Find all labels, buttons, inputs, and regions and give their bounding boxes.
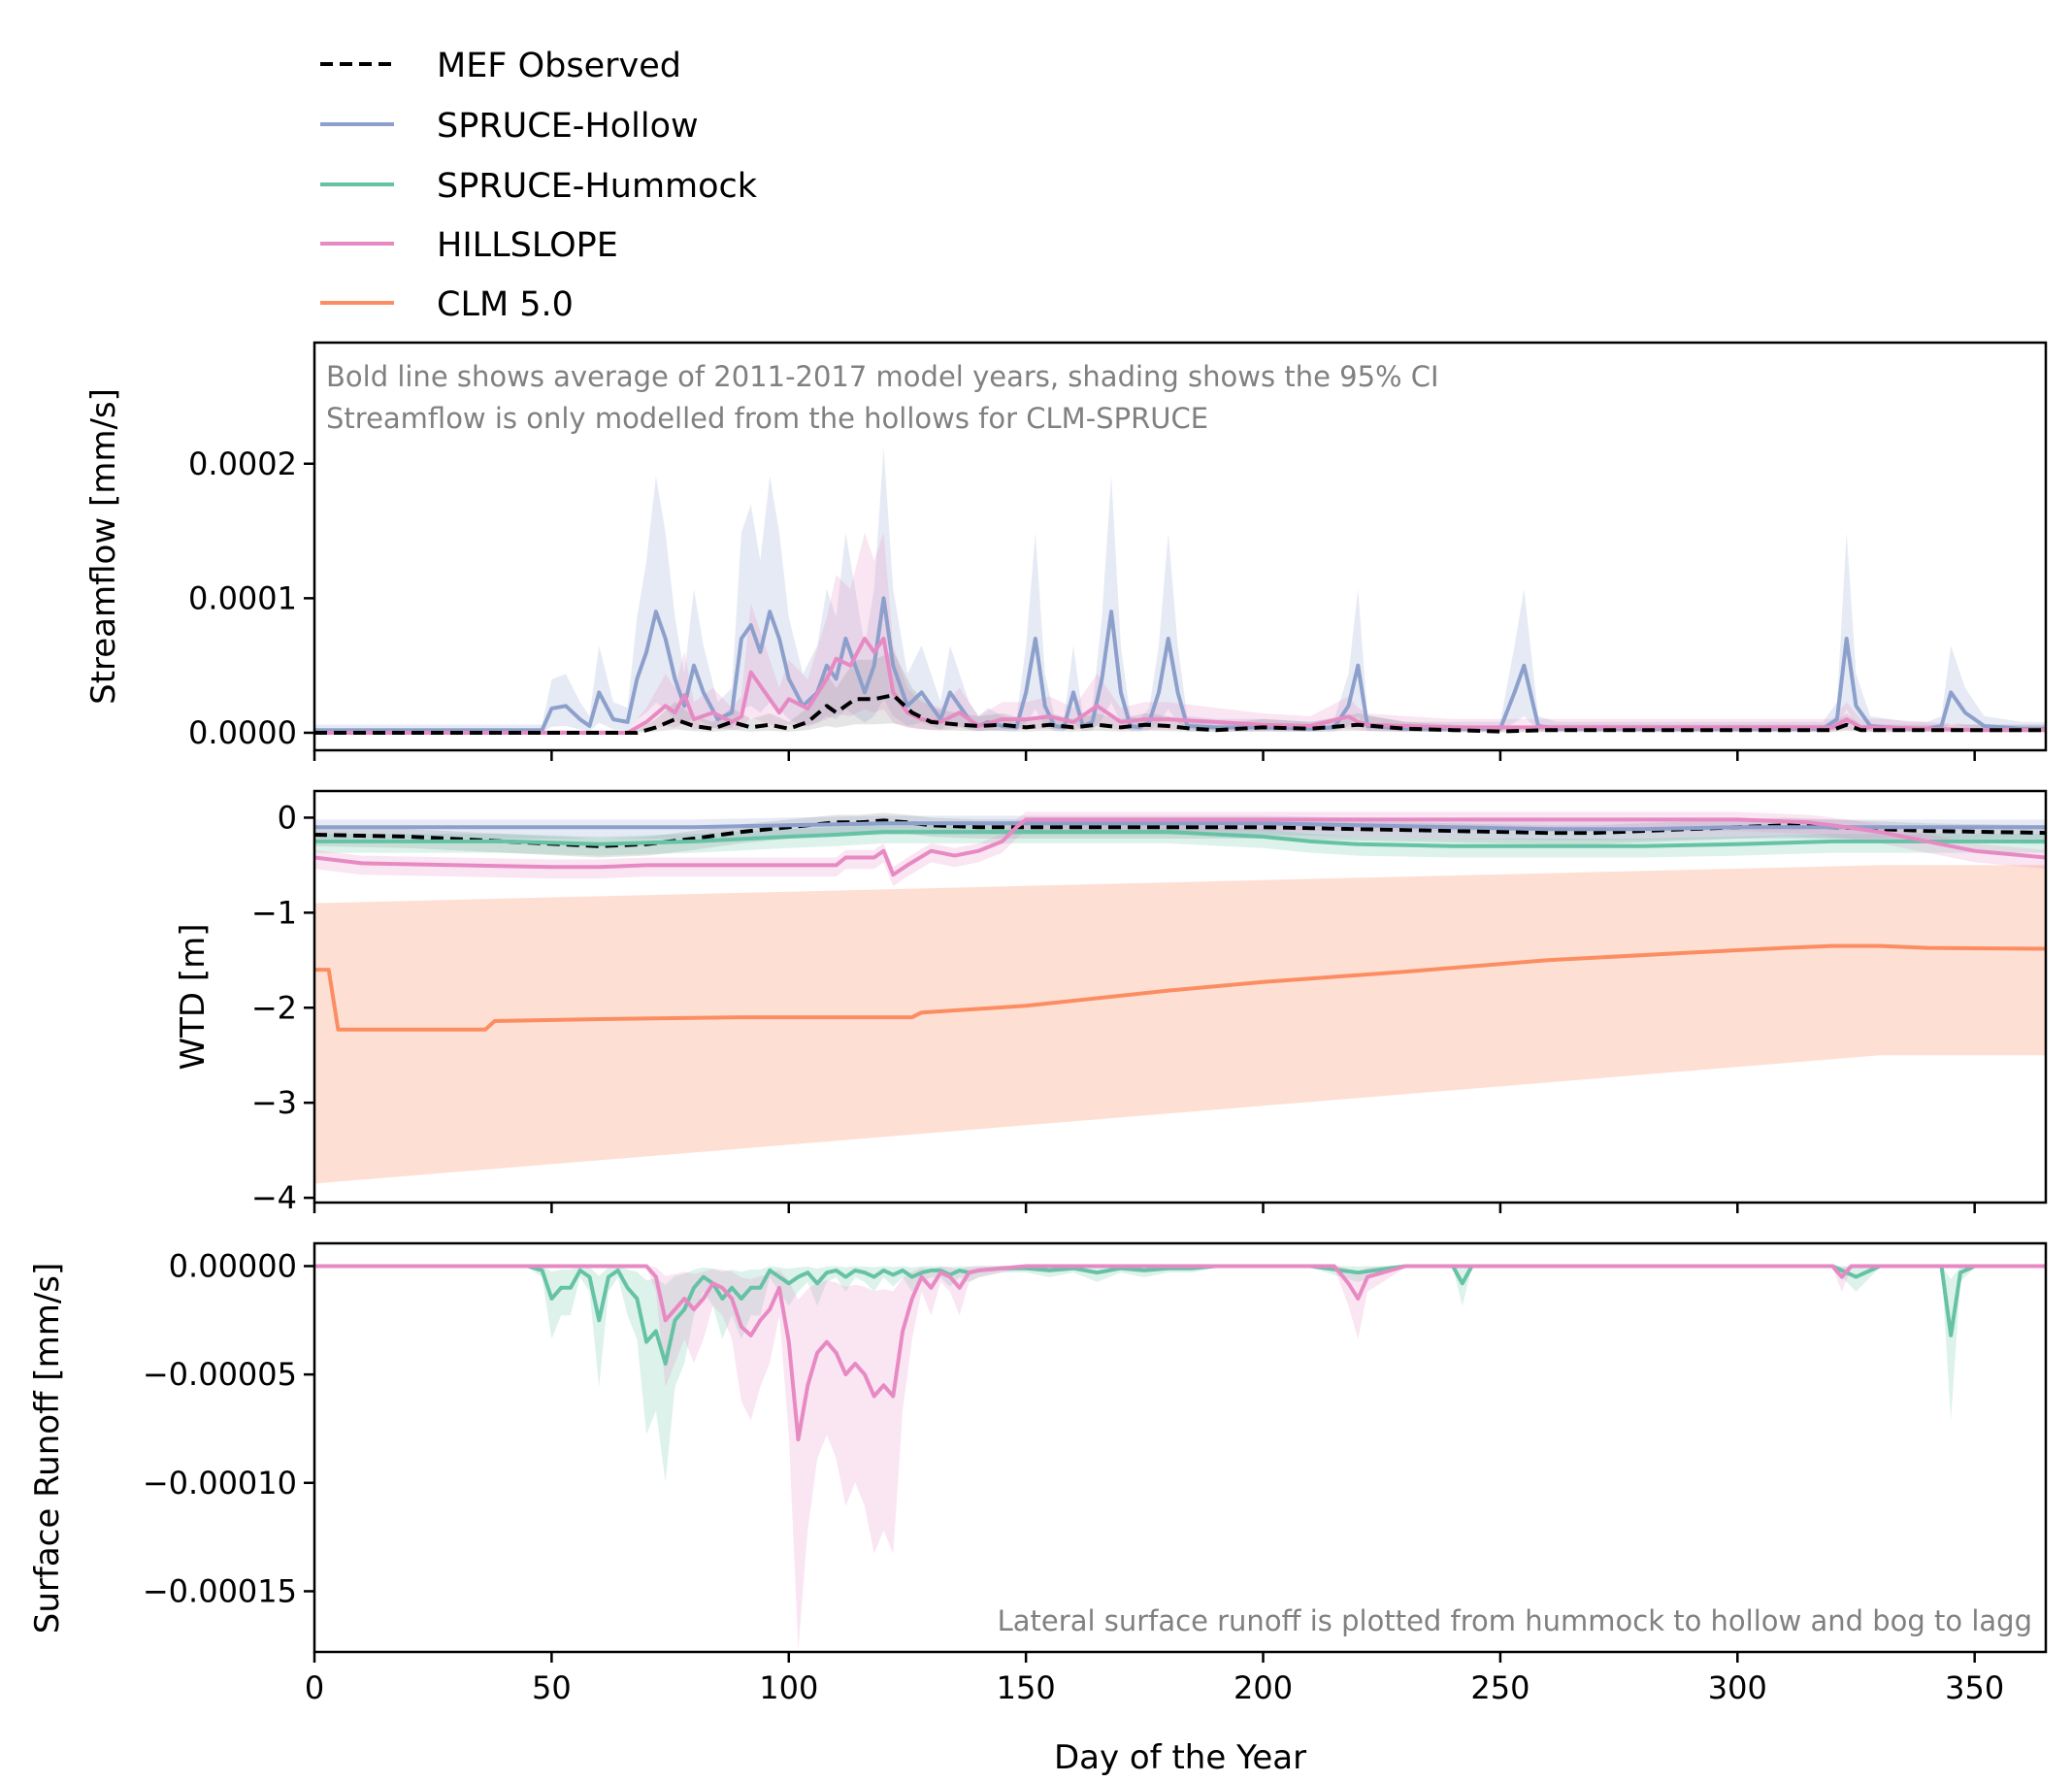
wtd-axis-ticks: 0 −1 −2 −3 −4 bbox=[251, 799, 1976, 1216]
ytick-label: −0.00005 bbox=[143, 1356, 297, 1393]
wtd-frame bbox=[312, 789, 2048, 1204]
wtd-series bbox=[314, 817, 2046, 1032]
xtick-label: 300 bbox=[1708, 1669, 1767, 1706]
series-line-hillslope bbox=[314, 1264, 2046, 1442]
streamflow-panel: 0.0000 0.0001 0.0002 Bold line shows avera… bbox=[84, 341, 2048, 761]
legend-label-hillslope: HILLSLOPE bbox=[437, 226, 618, 265]
xtick-label: 200 bbox=[1233, 1669, 1293, 1706]
streamflow-note-2: Streamflow is only modelled from the hol… bbox=[326, 402, 1208, 435]
series-line-spruce-hummock bbox=[314, 1264, 2046, 1366]
xtick-label: 100 bbox=[759, 1669, 818, 1706]
series-line-spruce-hummock bbox=[314, 830, 2046, 848]
series-line-hillslope bbox=[314, 817, 2046, 877]
wtd-ylabel: WTD [m] bbox=[174, 923, 213, 1070]
ci-band-spruce-hummock bbox=[314, 1265, 2046, 1483]
series-line-spruce-hollow bbox=[314, 821, 2046, 832]
runoff-ylabel: Surface Runoff [mm/s] bbox=[28, 1263, 67, 1634]
ci-band-hillslope bbox=[314, 1265, 2046, 1650]
ci-band-spruce-hollow bbox=[314, 447, 2046, 733]
ytick-label: −2 bbox=[251, 989, 297, 1026]
runoff-series bbox=[314, 1264, 2046, 1442]
ytick-label: −4 bbox=[251, 1179, 297, 1216]
runoff-xlabel: Day of the Year bbox=[1054, 1738, 1306, 1777]
series-line-clm-5-0 bbox=[314, 943, 2046, 1032]
streamflow-axis-ticks: 0.0000 0.0001 0.0002 bbox=[188, 446, 1976, 761]
ytick-label: 0 bbox=[278, 799, 297, 836]
xtick-label: 50 bbox=[532, 1669, 572, 1706]
ytick-label: 0.0000 bbox=[188, 714, 297, 751]
xtick-label: 250 bbox=[1470, 1669, 1529, 1706]
runoff-axis-ticks: 0.00000 −0.00005 −0.00010 −0.00015 0 50 100 150… bbox=[143, 1247, 2004, 1706]
streamflow-ylabel: Streamflow [mm/s] bbox=[84, 388, 123, 705]
legend: MEF Observed SPRUCE-Hollow SPRUCE-Hummoc… bbox=[320, 47, 758, 324]
legend-label-clm50: CLM 5.0 bbox=[437, 285, 574, 324]
xtick-label: 350 bbox=[1945, 1669, 2004, 1706]
wtd-panel: 0 −1 −2 −3 −4 WTD [m] bbox=[174, 789, 2048, 1216]
runoff-note: Lateral surface runoff is plotted from h… bbox=[998, 1604, 2032, 1637]
legend-label-mef-observed: MEF Observed bbox=[437, 47, 681, 85]
runoff-frame bbox=[312, 1241, 2048, 1654]
ci-band-clm-5-0 bbox=[314, 865, 2046, 1184]
legend-label-spruce-hollow: SPRUCE-Hollow bbox=[437, 107, 699, 146]
series-line-hillslope bbox=[314, 637, 2046, 735]
legend-label-spruce-hummock: SPRUCE-Hummock bbox=[437, 167, 758, 206]
streamflow-frame bbox=[312, 341, 2048, 752]
streamflow-note-1: Bold line shows average of 2011-2017 mod… bbox=[326, 360, 1439, 393]
ytick-label: −1 bbox=[251, 894, 297, 931]
runoff-ci-bands bbox=[314, 1265, 2046, 1650]
ytick-label: −3 bbox=[251, 1084, 297, 1121]
ytick-label: 0.0002 bbox=[188, 446, 297, 482]
ci-band-spruce-hollow bbox=[314, 815, 2046, 841]
xtick-label: 150 bbox=[997, 1669, 1056, 1706]
ytick-label: −0.00015 bbox=[143, 1572, 297, 1609]
ytick-label: 0.0001 bbox=[188, 579, 297, 616]
ytick-label: 0.00000 bbox=[169, 1247, 297, 1284]
ci-band-mef-observed bbox=[314, 812, 2046, 858]
streamflow-ci-bands bbox=[314, 447, 2046, 733]
ytick-label: −0.00010 bbox=[143, 1465, 297, 1502]
xtick-label: 0 bbox=[305, 1669, 324, 1706]
runoff-panel: 0.00000 −0.00005 −0.00010 −0.00015 0 50 100 150… bbox=[28, 1241, 2048, 1777]
series-line-mef-observed bbox=[314, 693, 2046, 735]
streamflow-series bbox=[314, 596, 2046, 735]
